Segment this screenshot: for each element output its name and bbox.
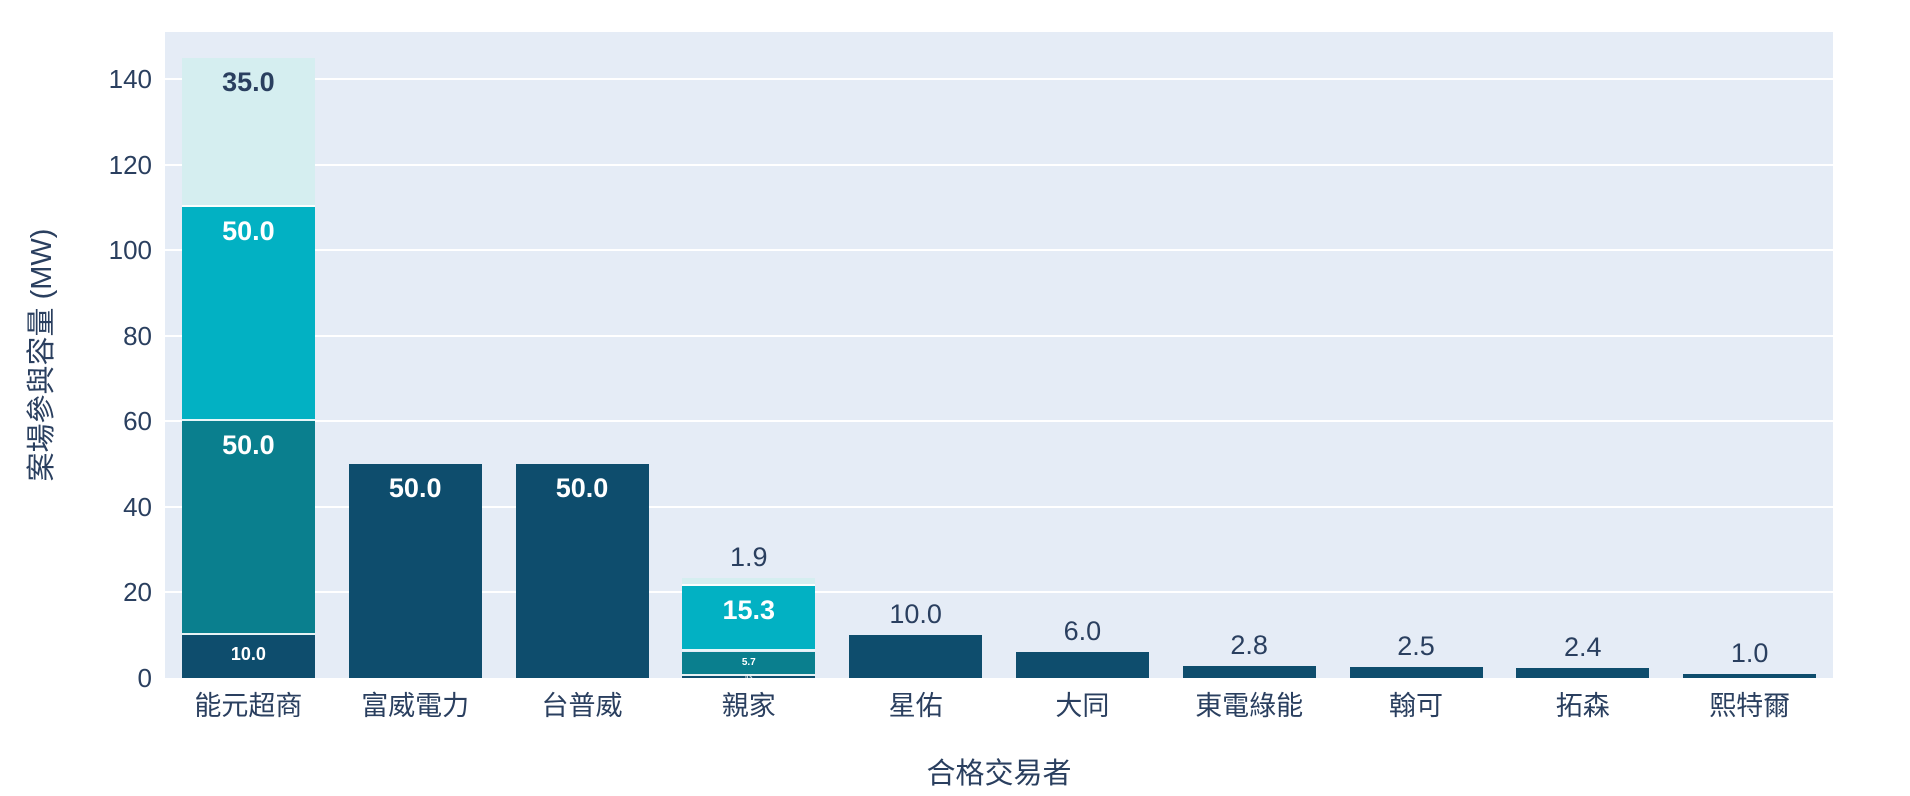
y-tick-label: 120 [108,149,152,180]
segment-value-label: 50.0 [388,473,442,504]
x-axis-title: 合格交易者 [926,758,1072,790]
bar[interactable] [1683,673,1817,678]
bar-segment[interactable]: 50.0 [515,464,649,678]
x-tick-label: 熙特爾 [1709,691,1791,721]
bar-value-label: 2.4 [1564,631,1602,662]
segment-value-label: 50.0 [555,473,609,504]
bar-segment[interactable] [1349,667,1483,678]
bar-segment[interactable]: 10.0 [181,635,315,678]
bar[interactable] [1349,667,1483,678]
bar[interactable] [849,635,983,678]
y-tick-label: 80 [123,320,152,351]
gridline [165,591,1833,594]
plot-area: 10.0 50.0 50.0 35.0 50.0 50.0 0.5 5.7 15.3 1.9 10.… [165,32,1833,681]
gridline [165,420,1833,423]
bar-segment[interactable] [849,635,983,678]
bar-segment[interactable]: 5.7 [682,651,816,676]
gridline [165,78,1833,81]
x-tick-label: 富威電力 [361,691,470,721]
x-tick-label: 台普威 [541,691,623,721]
gridline [165,334,1833,337]
segment-value-label: 50.0 [222,430,275,461]
bar[interactable]: 50.0 [515,464,649,678]
bar-segment[interactable]: 15.3 [682,586,816,652]
x-tick-label: 翰可 [1389,691,1443,721]
bar[interactable] [1516,667,1650,678]
y-tick-label: 40 [123,491,152,522]
gridline [165,505,1833,508]
y-tick-label: 100 [108,235,152,266]
segment-value-label: 10.0 [230,644,266,665]
bar-segment[interactable]: 35.0 [181,57,315,208]
bar-segment[interactable] [682,577,816,587]
bar-value-label: 10.0 [889,599,942,630]
bar-value-label: 1.9 [730,541,768,572]
bar-segment[interactable] [1182,666,1316,678]
bar-segment[interactable]: 50.0 [181,421,315,636]
bar-value-label: 6.0 [1063,616,1102,647]
bar-value-label: 2.5 [1397,631,1435,662]
bar-segment[interactable]: 50.0 [348,464,482,678]
x-tick-label: 拓森 [1555,691,1610,721]
y-axis-tick-labels: 0 20 40 60 80 100 120 140 [0,32,152,691]
gridline [165,249,1833,252]
bar-segment[interactable] [1516,667,1650,678]
segment-value-label: 5.7 [741,656,756,668]
bar[interactable]: 10.0 50.0 50.0 35.0 [181,57,315,678]
segment-value-label: 15.3 [722,595,776,626]
bar[interactable] [1015,652,1149,678]
gridline [165,163,1833,166]
x-tick-label: 星佑 [888,691,943,721]
segment-value-label: 50.0 [222,216,275,247]
x-tick-label: 東電綠能 [1195,691,1304,721]
x-tick-label: 親家 [721,691,776,721]
bar-segment[interactable]: 50.0 [181,207,315,422]
bar[interactable]: 50.0 [348,464,482,678]
bar-value-label: 1.0 [1730,637,1769,668]
y-tick-label: 0 [137,663,152,693]
y-tick-label: 60 [123,406,152,437]
x-tick-label: 能元超商 [194,691,303,721]
y-tick-label: 140 [108,64,152,95]
segment-value-label: 35.0 [222,66,275,97]
bar[interactable] [1182,666,1316,678]
bar-segment[interactable]: 0.5 [682,675,816,681]
bar-segment[interactable] [1683,673,1817,678]
bar[interactable]: 0.5 5.7 15.3 [682,577,816,681]
y-tick-label: 20 [123,577,152,608]
x-tick-label: 大同 [1055,691,1110,721]
bar-segment[interactable] [1015,652,1149,678]
bar-value-label: 2.8 [1230,630,1268,661]
segment-value-label: 0.5 [745,674,753,681]
